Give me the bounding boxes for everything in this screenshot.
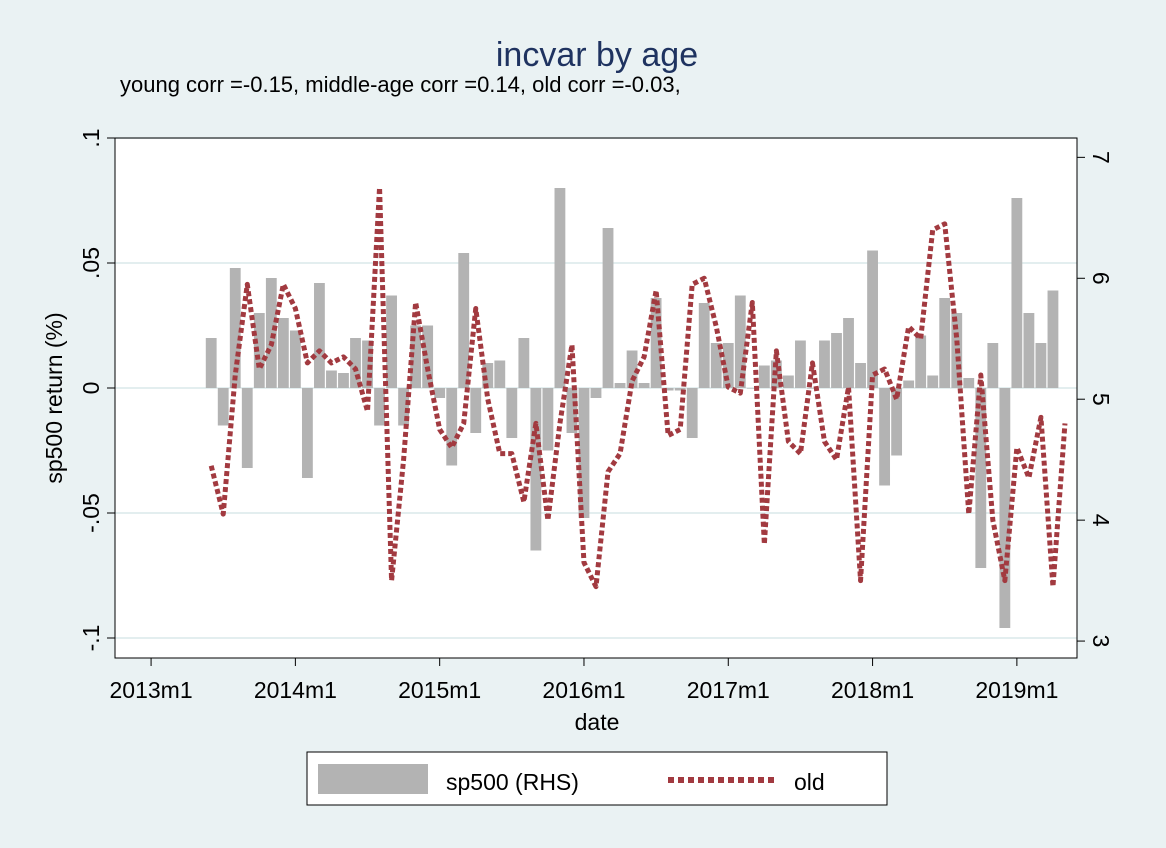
bar: [554, 188, 566, 388]
bar: [915, 335, 927, 388]
bar: [482, 363, 494, 388]
bar: [386, 295, 397, 388]
bar: [734, 295, 746, 388]
bar: [1011, 198, 1023, 388]
bar: [410, 325, 422, 388]
y-left-tick-label: .1: [78, 128, 104, 147]
bar: [927, 375, 939, 388]
bar: [831, 333, 842, 388]
chart-subtitle: young corr =-0.15, middle-age corr =0.14…: [120, 72, 681, 97]
y-left-tick-label: -.1: [78, 625, 104, 652]
bar: [518, 338, 530, 388]
x-tick-label: 2013m1: [110, 677, 193, 703]
y-axis-label: sp500 return (%): [41, 312, 67, 483]
chart-title: incvar by age: [496, 36, 698, 74]
y-right-tick-label: 3: [1088, 635, 1114, 648]
bar: [722, 343, 734, 388]
bar: [879, 388, 891, 486]
bar: [795, 340, 806, 388]
axes: -.1 -.05 0 .05 .1 3 4 5 6 7 2013m1 2014m1 2015m1 2016…: [78, 128, 1114, 703]
bar: [314, 283, 325, 388]
bar: [650, 298, 662, 388]
bar: [350, 338, 361, 388]
bar: [217, 388, 229, 426]
y-right-tick-label: 4: [1088, 514, 1114, 527]
bar: [867, 250, 878, 388]
y-left-tick-label: -.05: [78, 493, 104, 533]
bar: [662, 388, 674, 391]
y-left-tick-label: .05: [78, 247, 104, 279]
bar: [1023, 313, 1035, 388]
bar: [987, 343, 999, 388]
bar: [398, 388, 410, 426]
bar: [758, 365, 770, 388]
bar: [326, 370, 337, 388]
x-tick-label: 2017m1: [687, 677, 770, 703]
bar: [807, 388, 818, 389]
bar: [686, 388, 698, 438]
bar: [253, 313, 265, 388]
bar: [506, 388, 518, 438]
legend-swatch-sp500: [318, 764, 428, 794]
bar: [458, 253, 470, 388]
bar: [362, 340, 373, 388]
bar: [698, 303, 710, 388]
bar: [566, 388, 578, 433]
y-right-tick-label: 6: [1088, 272, 1114, 285]
bar: [602, 228, 614, 388]
bar: [975, 388, 987, 568]
x-tick-label: 2015m1: [398, 677, 481, 703]
bar: [999, 388, 1011, 628]
plot-frame: [114, 137, 1078, 659]
bar: [963, 378, 975, 388]
y-right-tick-label: 7: [1088, 151, 1114, 164]
bar: [710, 343, 722, 388]
bar: [819, 340, 830, 388]
bar: [338, 373, 349, 388]
bar: [1047, 290, 1059, 388]
bar: [422, 325, 434, 388]
bar: [229, 268, 241, 388]
bar: [241, 388, 253, 468]
bar: [782, 375, 794, 388]
bar: [638, 383, 650, 388]
bar: [301, 388, 313, 478]
bar: [205, 338, 217, 388]
bar: [446, 388, 458, 466]
legend-label-old: old: [794, 769, 825, 795]
bar: [855, 363, 866, 388]
bar: [494, 360, 506, 388]
x-tick-label: 2018m1: [831, 677, 914, 703]
legend-label-sp500: sp500 (RHS): [446, 769, 579, 795]
bar: [374, 388, 385, 426]
bar: [626, 350, 638, 388]
bar: [578, 388, 590, 518]
bar: [470, 388, 482, 433]
bar: [434, 388, 446, 398]
legend: sp500 (RHS) old: [306, 751, 888, 806]
bar: [674, 388, 686, 391]
x-tick-label: 2019m1: [975, 677, 1058, 703]
bar: [891, 388, 903, 456]
bar: [614, 383, 626, 388]
series-line-old: [208, 185, 1068, 590]
bar: [843, 318, 854, 388]
y-right-tick-label: 5: [1088, 393, 1114, 406]
y-left-tick-label: 0: [78, 382, 104, 395]
bar: [590, 388, 602, 398]
bar: [277, 318, 289, 388]
bar: [530, 388, 542, 551]
bar: [542, 388, 554, 451]
x-tick-label: 2016m1: [542, 677, 625, 703]
bar: [746, 388, 758, 389]
x-tick-label: 2014m1: [254, 677, 337, 703]
bar: [289, 330, 301, 388]
bar: [903, 380, 915, 388]
bar: [1035, 343, 1047, 388]
x-axis-label: date: [575, 709, 620, 735]
bar: [939, 298, 951, 388]
